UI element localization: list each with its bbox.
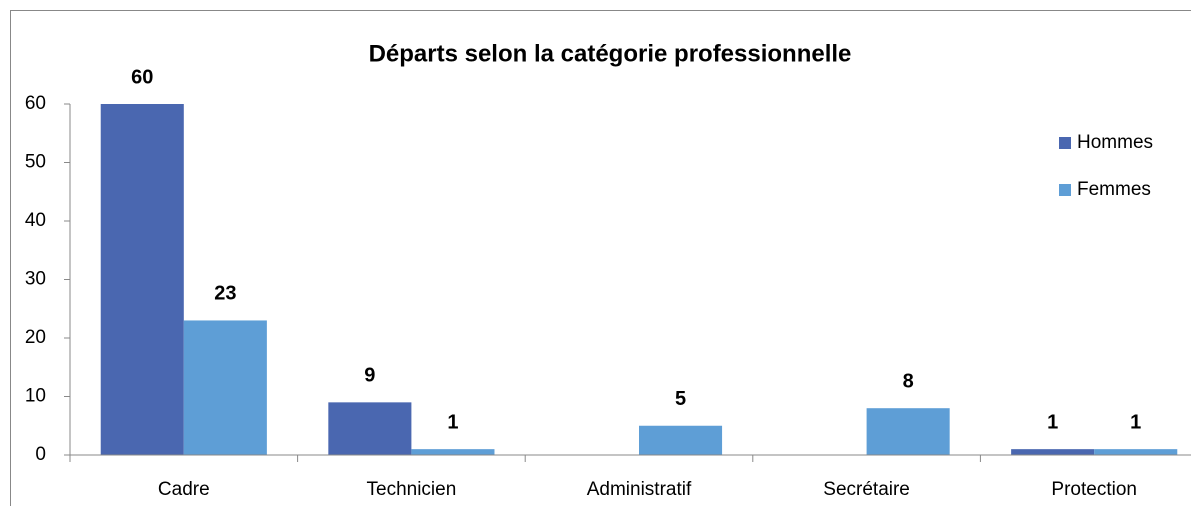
legend-swatch [1059, 137, 1071, 149]
bar [411, 449, 495, 455]
bar [639, 425, 723, 455]
value-label: 1 [1130, 411, 1141, 433]
y-tick-label: 30 [25, 269, 46, 290]
y-tick-label: 10 [25, 386, 46, 407]
bar [866, 408, 950, 455]
y-tick-label: 60 [25, 93, 46, 114]
bar [1011, 449, 1095, 455]
x-tick-label: Secrétaire [823, 479, 910, 500]
value-label: 5 [675, 388, 686, 410]
legend-label: Femmes [1077, 179, 1151, 200]
y-tick-label: 50 [25, 152, 46, 173]
x-tick-label: Cadre [158, 479, 210, 500]
chart-frame [10, 10, 1191, 506]
value-label: 23 [214, 283, 236, 305]
x-tick-label: Protection [1051, 479, 1137, 500]
value-label: 8 [903, 370, 914, 392]
bar [1094, 449, 1178, 455]
y-tick-label: 20 [25, 327, 46, 348]
bar [100, 104, 184, 455]
legend-swatch [1059, 184, 1071, 196]
x-tick-label: Administratif [587, 479, 692, 500]
bar [328, 402, 412, 455]
value-label: 60 [131, 66, 153, 88]
y-tick-label: 40 [25, 210, 46, 231]
bar [183, 320, 267, 455]
chart-title: Départs selon la catégorie professionnel… [369, 40, 852, 67]
x-tick-label: Technicien [367, 479, 457, 500]
y-tick-label: 0 [35, 444, 46, 465]
value-label: 1 [447, 411, 458, 433]
value-label: 9 [364, 365, 375, 387]
legend-label: Hommes [1077, 132, 1153, 153]
value-label: 1 [1047, 411, 1058, 433]
